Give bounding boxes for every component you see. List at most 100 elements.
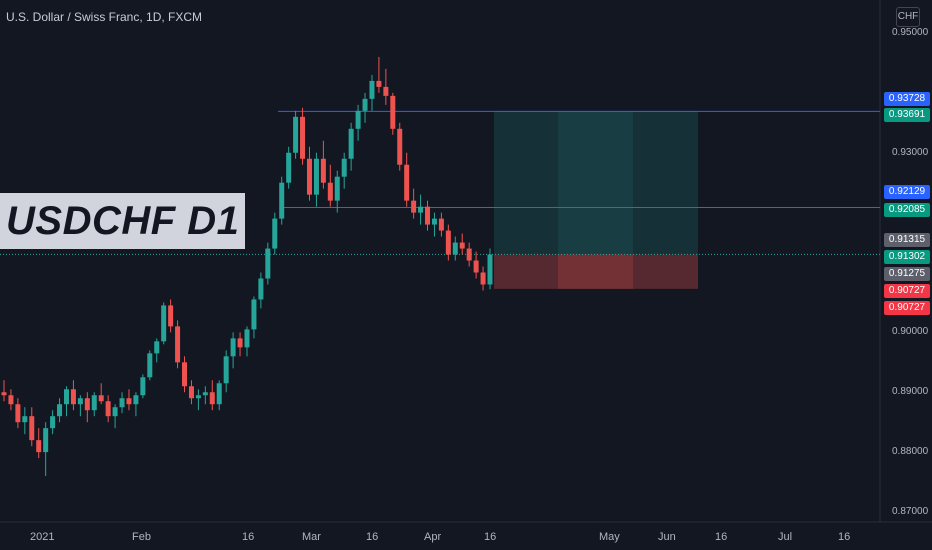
candle — [355, 104, 361, 141]
candle — [348, 122, 354, 171]
candle — [279, 176, 285, 225]
candle — [258, 272, 264, 309]
candle — [390, 92, 396, 135]
candle — [244, 326, 250, 357]
candle — [237, 332, 243, 357]
profit-zone — [494, 111, 698, 255]
candle — [50, 410, 56, 435]
candle — [29, 407, 35, 447]
candle — [445, 224, 451, 261]
loss-zone-inner — [558, 254, 633, 289]
candle — [57, 398, 63, 423]
time-tick-label: Mar — [302, 531, 321, 543]
candle — [334, 170, 340, 213]
candle — [43, 422, 49, 477]
time-tick-label: Apr — [424, 531, 442, 543]
candle — [22, 407, 28, 435]
time-tick-label: Jul — [778, 531, 793, 543]
candle — [327, 164, 333, 207]
candle — [140, 374, 146, 399]
price-badge: 0.92129 — [884, 185, 930, 199]
time-tick-label: 16 — [715, 531, 728, 543]
candle — [411, 188, 417, 219]
price-badge: 0.91302 — [884, 250, 930, 264]
price-tick-label: 0.93000 — [892, 146, 929, 158]
candle — [369, 74, 375, 111]
time-tick-label: 2021 — [30, 531, 55, 543]
candle — [70, 380, 76, 411]
price-badge: 0.93728 — [884, 92, 930, 106]
price-tick-label: 0.90000 — [892, 326, 929, 338]
price-badge: 0.90727 — [884, 301, 930, 315]
candle — [133, 392, 139, 417]
candle — [383, 68, 389, 105]
candle — [230, 332, 236, 369]
profit-zone-inner — [558, 111, 633, 255]
time-tick-label: Jun — [658, 531, 676, 543]
candle — [63, 386, 69, 417]
price-badge: 0.92085 — [884, 203, 930, 217]
candle — [1, 380, 7, 402]
candle — [459, 233, 465, 255]
price-tick-label: 0.89000 — [892, 386, 929, 398]
candle — [376, 56, 382, 93]
candle — [362, 92, 368, 123]
candle — [182, 356, 188, 393]
candle — [300, 107, 306, 165]
candle — [286, 146, 292, 189]
time-tick-label: 16 — [838, 531, 851, 543]
price-badge: 0.90727 — [884, 284, 930, 298]
candle — [8, 389, 14, 411]
candle — [161, 302, 167, 345]
candle — [265, 242, 271, 285]
candle — [306, 146, 312, 201]
loss-zone — [494, 254, 698, 289]
chart-title: U.S. Dollar / Swiss Franc, 1D, FXCM — [6, 10, 203, 24]
candle — [216, 380, 222, 411]
candle — [36, 428, 42, 459]
candle — [147, 350, 153, 381]
candle — [397, 122, 403, 171]
price-badge: 0.93691 — [884, 108, 930, 122]
time-tick-label: 16 — [484, 531, 497, 543]
candle — [202, 386, 208, 405]
candle — [223, 350, 229, 393]
candle — [293, 110, 299, 159]
time-tick-label: May — [599, 531, 620, 543]
candle — [473, 251, 479, 279]
candle — [84, 392, 90, 423]
candle — [209, 380, 215, 411]
candle — [175, 320, 181, 369]
candle — [487, 248, 493, 290]
time-tick-label: 16 — [242, 531, 255, 543]
candle — [77, 395, 83, 417]
candle — [404, 152, 410, 207]
candle — [168, 299, 174, 333]
candle — [105, 395, 111, 423]
candle — [126, 389, 132, 411]
price-badge: 0.91315 — [884, 233, 930, 247]
candle — [91, 392, 97, 417]
price-tick-label: 0.88000 — [892, 446, 929, 458]
currency-button[interactable]: CHF — [896, 7, 920, 27]
candle — [251, 296, 257, 339]
candle — [320, 140, 326, 189]
symbol-overlay-label: USDCHF D1 — [0, 193, 246, 249]
candle — [119, 392, 125, 414]
candle — [272, 212, 278, 255]
candle — [480, 266, 486, 291]
price-badge: 0.91275 — [884, 267, 930, 281]
candle — [452, 236, 458, 261]
candle — [154, 338, 160, 363]
candle — [313, 152, 319, 207]
candle — [431, 212, 437, 237]
price-tick-label: 0.95000 — [892, 27, 929, 38]
candle — [112, 404, 118, 429]
candle — [341, 152, 347, 189]
candle — [15, 398, 21, 429]
candle — [188, 380, 194, 405]
time-tick-label: 16 — [366, 531, 379, 543]
price-tick-label: 0.87000 — [892, 506, 929, 517]
candle — [425, 200, 431, 231]
